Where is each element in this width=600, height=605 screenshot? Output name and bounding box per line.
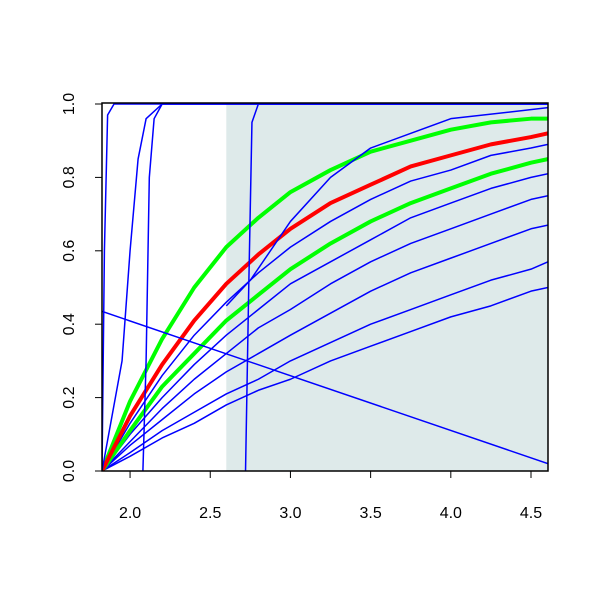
series-line xyxy=(102,261,548,471)
axes-layer: 2.0 2.5 3.0 3.5 4.0 4.5 0.0 0.2 0.4 0.6 0.8 1.0 xyxy=(61,93,549,522)
series-line xyxy=(244,103,548,471)
y-tick-label: 0.2 xyxy=(61,386,78,408)
series-line xyxy=(102,172,548,471)
y-tick-label: 1.0 xyxy=(61,93,78,115)
x-tick-label: 3.5 xyxy=(360,505,382,522)
series-line xyxy=(225,106,548,307)
series-line xyxy=(142,103,548,471)
plot-box xyxy=(101,102,549,472)
y-tick-label: 0.6 xyxy=(61,240,78,262)
y-tick-label: 0.4 xyxy=(61,313,78,335)
series-line xyxy=(102,195,548,471)
series-line xyxy=(102,143,548,471)
x-tick-label: 3.0 xyxy=(279,505,301,522)
series-line xyxy=(102,310,548,465)
series-line xyxy=(102,286,548,471)
x-tick-label: 4.0 xyxy=(440,505,462,522)
shade-layer xyxy=(226,103,548,471)
series-line xyxy=(102,157,548,471)
x-tick-label: 2.0 xyxy=(119,505,141,522)
series-line xyxy=(102,116,548,471)
y-tick-label: 0.0 xyxy=(61,460,78,482)
x-tick-label: 2.5 xyxy=(199,505,221,522)
shaded-region xyxy=(226,103,548,471)
series-line xyxy=(102,131,548,471)
lines-layer xyxy=(102,103,548,471)
y-tick-label: 0.8 xyxy=(61,166,78,188)
series-line xyxy=(102,224,548,471)
x-tick-label: 4.5 xyxy=(520,505,542,522)
